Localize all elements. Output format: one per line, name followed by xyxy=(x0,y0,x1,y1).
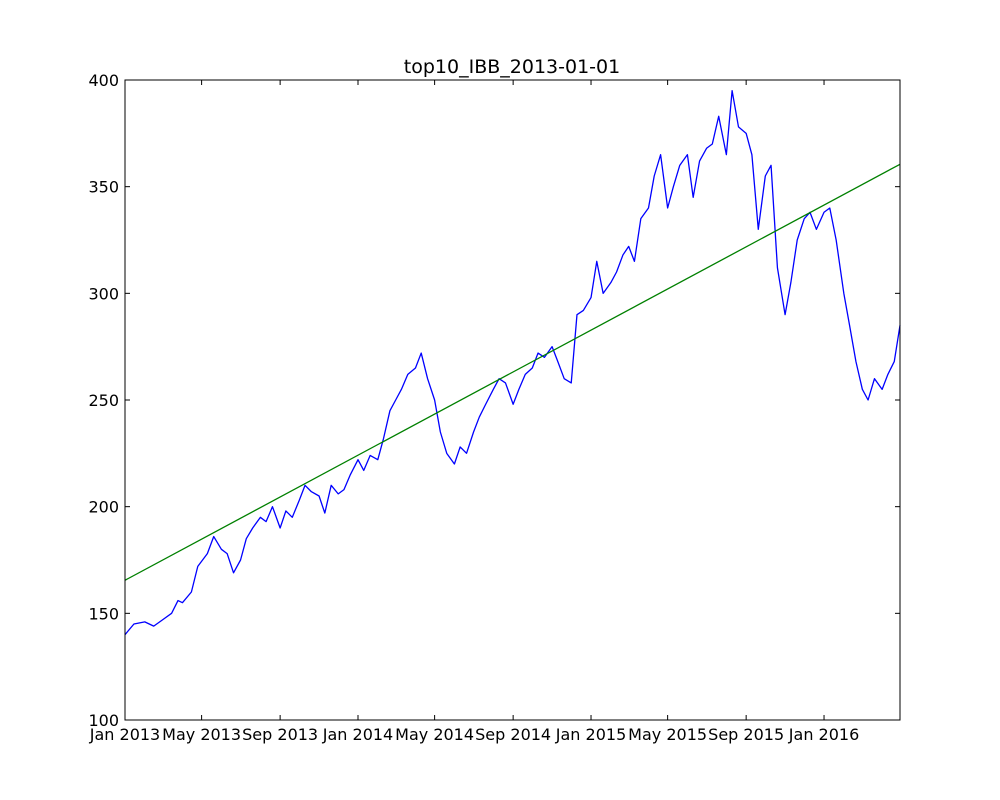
axis-layer: Jan 2013 May 2013 Sep 2013 Jan 2014 May 2014… xyxy=(88,71,900,744)
y-tick-label: 150 xyxy=(88,604,119,623)
x-tick-label: May 2015 xyxy=(628,725,707,744)
series-line-1 xyxy=(124,163,901,581)
chart-title: top10_IBB_2013-01-01 xyxy=(404,56,620,78)
series-line-0 xyxy=(124,90,901,636)
y-tick-label: 250 xyxy=(88,391,119,410)
x-tick-label: Sep 2013 xyxy=(242,725,318,744)
plot-area-frame xyxy=(124,79,901,721)
x-tick-label: Jan 2015 xyxy=(555,725,626,744)
y-tick-label: 300 xyxy=(88,284,119,303)
x-tick-label: Jan 2014 xyxy=(322,725,393,744)
x-tick-label: Jan 2016 xyxy=(788,725,859,744)
y-tick-label: 100 xyxy=(88,711,119,730)
x-tick-label: May 2013 xyxy=(162,725,241,744)
x-tick-label: Sep 2014 xyxy=(475,725,551,744)
y-tick-label: 350 xyxy=(88,178,119,197)
x-tick-label: May 2014 xyxy=(395,725,474,744)
y-tick-label: 400 xyxy=(88,71,119,90)
x-tick-label: Sep 2015 xyxy=(708,725,784,744)
series-layer xyxy=(124,90,901,636)
y-tick-label: 200 xyxy=(88,498,119,517)
x-tick-label: Jan 2013 xyxy=(89,725,160,744)
